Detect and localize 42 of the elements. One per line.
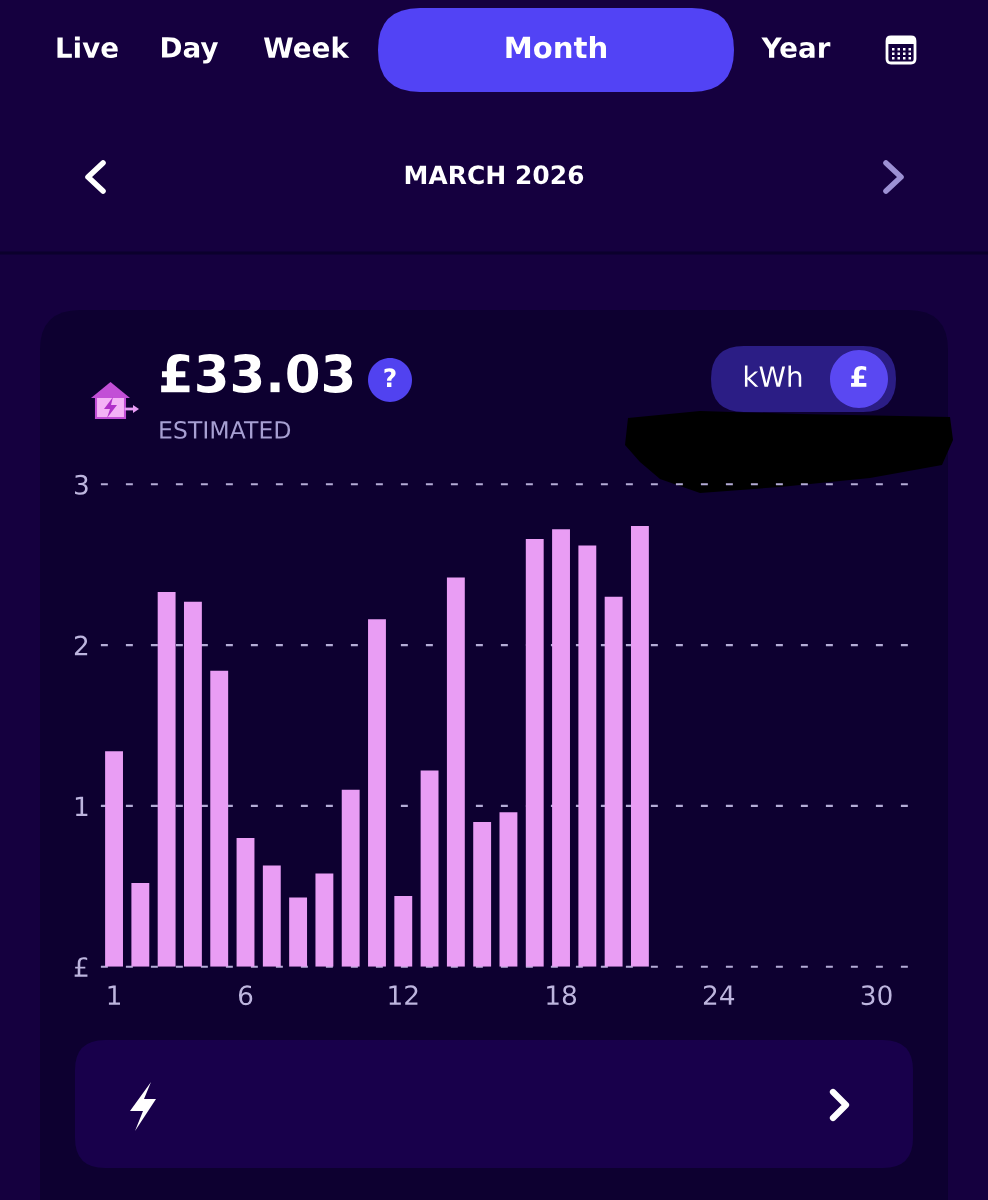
text: Month: [506, 35, 606, 59]
text: Week: [263, 36, 350, 59]
bar: [578, 545, 597, 967]
x-tick-label: 18: [547, 985, 577, 1006]
bar: [525, 538, 544, 967]
text: ?: [384, 368, 396, 387]
bar: [552, 529, 570, 967]
bar: [289, 897, 308, 967]
bar: [630, 526, 649, 967]
y-tick-label: 2: [74, 635, 88, 656]
chart-title: £33.03: [161, 354, 353, 393]
bar: [604, 596, 623, 967]
x-tick-label: 12: [389, 985, 418, 1005]
bar: [210, 670, 229, 967]
bar: [341, 789, 360, 967]
bar: [157, 592, 176, 967]
bar: [315, 873, 334, 967]
text: £: [851, 366, 867, 387]
bar: [105, 751, 123, 967]
bar: [473, 821, 492, 967]
bar: [236, 838, 255, 967]
text: Year: [761, 37, 831, 59]
bar: [394, 895, 413, 967]
x-tick-label: 24: [703, 985, 735, 1005]
x-tick-label: 30: [861, 985, 892, 1006]
bar: [446, 577, 465, 967]
y-tick-label: 1: [75, 796, 88, 816]
bar: [183, 601, 202, 967]
y-tick-label: £: [74, 957, 88, 977]
y-tick-label: 3: [75, 474, 88, 495]
bar: [262, 865, 281, 967]
text: Day: [162, 37, 219, 64]
text: Live: [57, 36, 118, 59]
bar: [420, 770, 439, 967]
text: kWh: [744, 365, 802, 387]
bar: [131, 883, 150, 967]
x-tick-label: 1: [108, 985, 120, 1005]
bar: [499, 812, 518, 967]
bar: [368, 619, 386, 967]
chart-subtitle: ESTIMATED: [160, 420, 291, 439]
text: MARCH 2026: [405, 165, 584, 185]
x-tick-label: 6: [238, 985, 253, 1006]
